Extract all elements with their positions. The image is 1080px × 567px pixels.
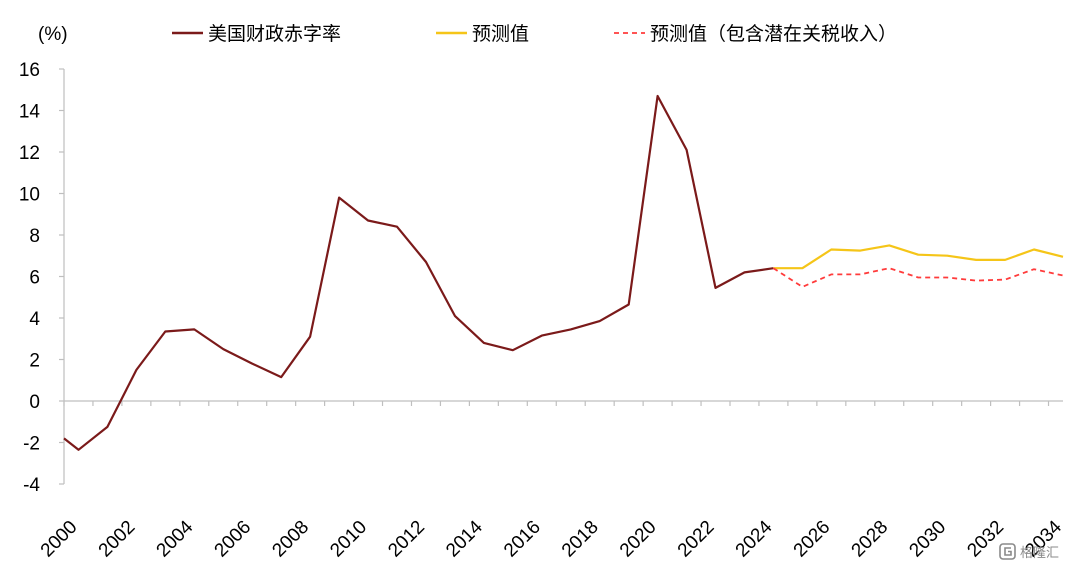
- legend-item-1: 美国财政赤字率: [172, 23, 341, 45]
- x-tick-label: 2016: [500, 517, 545, 562]
- y-tick-label: 16: [19, 60, 40, 81]
- x-axis: 2000 2002 2004 2006 2008 2010 2012 2014 2016 2018…: [37, 400, 1066, 562]
- x-tick-label: 2022: [674, 517, 719, 562]
- y-tick-label: 6: [29, 268, 40, 289]
- y-tick-label: 10: [19, 185, 40, 206]
- x-tick-label: 2000: [37, 517, 82, 562]
- y-axis-unit-label: (%): [38, 24, 68, 45]
- y-tick-label: 4: [29, 309, 40, 330]
- x-tick-label: 2024: [732, 516, 777, 561]
- series-layer: [63, 94, 1064, 451]
- series-line-3: [772, 267, 1064, 288]
- x-tick-label: 2018: [558, 517, 603, 562]
- x-tick-label: 2028: [848, 517, 893, 562]
- y-tick-label: 14: [19, 102, 41, 123]
- legend-label: 预测值（包含潜在关税收入）: [650, 23, 897, 45]
- legend-item-2: 预测值: [436, 23, 529, 45]
- y-tick-label: -2: [23, 434, 40, 455]
- legend-label: 预测值: [472, 23, 529, 45]
- series-line-2: [773, 244, 1064, 270]
- gelonghui-logo-icon: [999, 543, 1016, 560]
- y-tick-label: 12: [19, 143, 40, 164]
- x-tick-label: 2030: [905, 517, 950, 562]
- watermark: 格隆汇: [999, 543, 1059, 561]
- y-tick-label: 0: [29, 392, 40, 413]
- x-tick-label: 2006: [211, 517, 256, 562]
- x-tick-label: 2014: [442, 516, 487, 561]
- y-tick-label: 2: [29, 351, 40, 372]
- watermark-text: 格隆汇: [1020, 545, 1059, 561]
- x-tick-label: 2004: [153, 516, 198, 561]
- series-line-1: [63, 94, 774, 451]
- x-tick-label: 2012: [384, 517, 429, 562]
- x-tick-label: 2032: [963, 517, 1008, 562]
- legend-label: 美国财政赤字率: [208, 23, 341, 45]
- y-tick-label: -4: [23, 475, 40, 496]
- x-tick-label: 2020: [616, 517, 661, 562]
- x-tick-label: 2026: [790, 517, 835, 562]
- y-axis: -4 -2 0 2 4 6 8 10 12 14 16: [19, 60, 65, 496]
- y-tick-label: 8: [29, 226, 40, 247]
- x-tick-label: 2008: [268, 517, 313, 562]
- legend-item-3: 预测值（包含潜在关税收入）: [614, 23, 897, 45]
- x-tick-label: 2002: [95, 517, 140, 562]
- x-tick-label: 2010: [326, 517, 371, 562]
- legend: 美国财政赤字率 预测值 预测值（包含潜在关税收入）: [172, 23, 897, 45]
